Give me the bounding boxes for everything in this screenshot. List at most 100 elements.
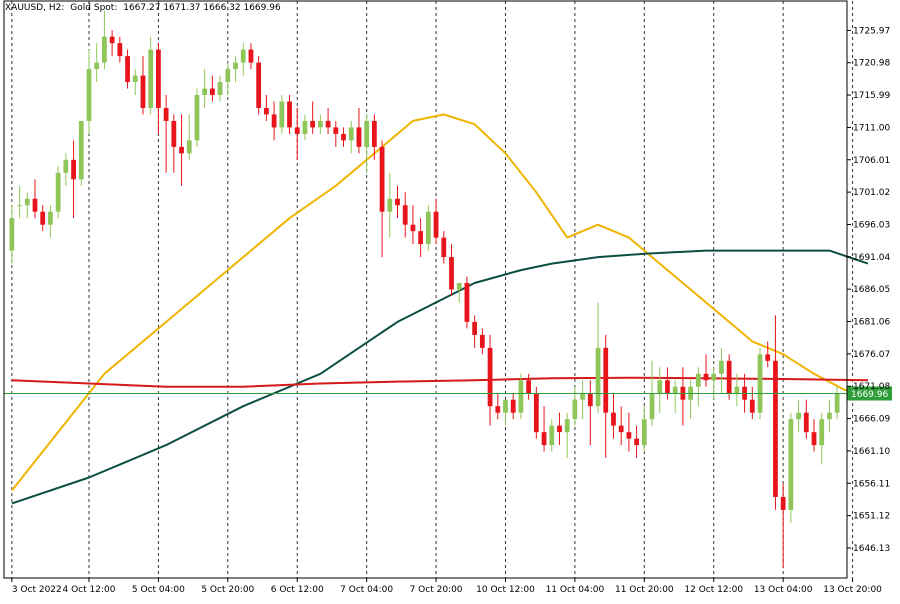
x-tick-label: 11 Oct 04:00	[546, 585, 605, 595]
y-tick-label: 1651.12	[853, 512, 890, 522]
candle-body	[40, 211, 46, 225]
candle-body	[410, 224, 416, 232]
x-tick-label: 11 Oct 20:00	[615, 585, 674, 595]
candle-body	[341, 133, 346, 141]
candle-body	[657, 380, 663, 394]
candle-body	[233, 62, 238, 70]
candle-body	[526, 380, 532, 394]
candle-body	[734, 386, 740, 394]
candle-body	[263, 107, 269, 115]
candle-body	[287, 101, 292, 128]
candle-body	[148, 49, 154, 108]
x-tick-label: 13 Oct 20:00	[823, 585, 882, 595]
candle-body	[271, 114, 277, 128]
candle-body	[86, 69, 92, 121]
candle-body	[827, 412, 832, 420]
candle-body	[803, 412, 809, 433]
candle-body	[456, 283, 462, 290]
current-price-tag	[847, 386, 892, 401]
candle-body	[225, 69, 231, 83]
moving-average-1	[11, 113, 869, 492]
candle-body	[179, 146, 184, 154]
y-tick-label: 1686.05	[853, 285, 890, 295]
candle-body	[618, 425, 624, 433]
candle-body	[371, 120, 377, 147]
candle-body	[102, 36, 107, 63]
x-tick-label: 7 Oct 20:00	[410, 585, 463, 595]
candle-body	[549, 425, 555, 446]
candle-body	[641, 419, 647, 446]
candle-body	[649, 393, 655, 420]
candle-body	[387, 198, 393, 212]
candle-body	[194, 95, 200, 141]
candle-body	[125, 56, 130, 83]
candle-body	[48, 211, 53, 225]
candle-body	[811, 432, 817, 446]
candle-body	[356, 127, 362, 147]
candle-body	[603, 347, 609, 413]
candle-body	[518, 380, 524, 413]
candle-body	[163, 107, 169, 121]
candle-body	[541, 432, 547, 446]
x-tick-label: 5 Oct 04:00	[132, 585, 185, 595]
candle-body	[325, 120, 331, 128]
candle-body	[63, 159, 69, 173]
candle-body	[819, 419, 825, 446]
candle-body	[580, 393, 586, 400]
y-tick-label: 1666.09	[853, 415, 890, 425]
x-tick-label: 5 Oct 20:00	[201, 585, 254, 595]
candle-body	[479, 334, 485, 348]
header-description: Gold Spot	[70, 3, 115, 13]
candle-body	[217, 82, 223, 96]
candle-body	[9, 218, 15, 251]
candle-body	[533, 393, 539, 433]
candle-body	[711, 373, 717, 381]
candle-body	[294, 127, 300, 134]
y-tick-label: 1696.03	[853, 220, 890, 230]
current-price-label: 1669.96	[851, 390, 888, 400]
y-tick-label: 1671.08	[853, 382, 890, 392]
candle-body	[171, 120, 177, 147]
plot-frame	[3, 0, 848, 579]
y-tick-label: 1715.99	[853, 91, 890, 101]
candle-body	[788, 419, 794, 510]
candle-body	[109, 36, 115, 44]
candle-body	[24, 198, 30, 206]
candle-body	[472, 321, 478, 335]
candle-body	[611, 412, 616, 426]
x-tick-label: 10 Oct 12:00	[476, 585, 535, 595]
candle-body	[333, 127, 339, 134]
candle-body	[719, 360, 724, 374]
candle-body	[279, 101, 285, 128]
x-tick-label: 7 Oct 04:00	[340, 585, 393, 595]
header-symbol: XAUUSD	[5, 3, 44, 13]
y-tick-label: 1646.13	[853, 544, 890, 554]
candle-body	[773, 360, 778, 497]
candle-body	[780, 496, 786, 510]
candle-body	[433, 211, 439, 238]
candle-body	[117, 43, 123, 57]
candle-body	[17, 205, 22, 207]
y-tick-label: 1725.97	[853, 26, 890, 36]
candle-body	[210, 88, 215, 96]
candle-body	[557, 425, 562, 433]
candle-body	[765, 354, 771, 361]
candle-body	[572, 399, 578, 420]
x-tick-label: 6 Oct 12:00	[271, 585, 324, 595]
candle-body	[510, 399, 516, 413]
candle-body	[425, 211, 431, 245]
x-tick-label: 13 Oct 04:00	[754, 585, 813, 595]
candle-body	[703, 373, 709, 381]
y-tick-label: 1681.06	[853, 318, 890, 328]
y-tick-label: 1676.07	[853, 350, 890, 360]
candle-body	[55, 172, 61, 212]
candle-body	[140, 75, 146, 108]
candle-body	[395, 198, 400, 206]
y-tick-label: 1691.04	[853, 253, 890, 263]
candle-body	[317, 120, 323, 128]
y-tick-label: 1701.02	[853, 188, 890, 198]
candle-body	[302, 120, 308, 134]
x-tick-label: 4 Oct 12:00	[63, 585, 116, 595]
